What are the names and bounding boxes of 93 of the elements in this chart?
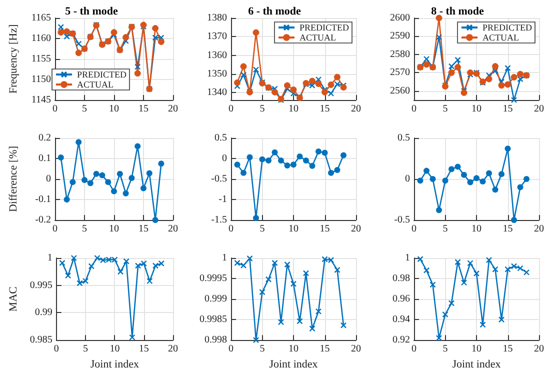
x-tick-label: 15 (502, 344, 513, 355)
x-tick-label: 15 (138, 344, 149, 355)
x-tick-label: 10 (288, 224, 298, 234)
y-tick-label: 1 (405, 252, 410, 264)
x-tick-label: 20 (351, 104, 361, 114)
y-tick-label: 0.98 (392, 273, 410, 284)
y-tick-label: 1340 (207, 87, 227, 98)
y-tick-label: 1165 (31, 12, 51, 24)
y-tick-label: 0.998 (204, 334, 227, 346)
y-tick-label: 0.9995 (200, 273, 227, 284)
chart-title: 5 - th mode (65, 6, 118, 18)
x-tick-label: 10 (472, 224, 482, 234)
y-tick-label: -1.5 (211, 214, 227, 226)
y-tick-label: 1155 (31, 54, 51, 64)
x-tick-label: 5 (83, 344, 88, 355)
legend-label: ACTUAL (300, 32, 336, 42)
x-tick-label: 20 (351, 344, 361, 355)
y-axis-title: MAC (8, 286, 20, 312)
x-tick-label: 5 (442, 224, 448, 234)
x-tick-label: 20 (168, 104, 178, 114)
y-tick-label: 1370 (207, 31, 227, 42)
x-tick-label: 10 (109, 104, 119, 114)
x-tick-label: 15 (138, 224, 148, 234)
y-tick-label: -0.2 (35, 214, 51, 226)
x-tick-label: 15 (502, 104, 513, 114)
x-axis-title: Joint index (269, 358, 318, 370)
y-tick-label: 1350 (207, 68, 227, 80)
x-axis-title: Joint index (452, 358, 502, 370)
y-tick-label: 1380 (207, 12, 227, 24)
y-tick-label: 0.99 (34, 307, 52, 318)
y-tick-label: 0.995 (30, 280, 52, 291)
x-tick-label: 15 (320, 224, 330, 234)
y-tick-label: -1 (218, 194, 227, 205)
x-tick-label: 20 (534, 104, 544, 114)
x-tick-label: 5 (260, 224, 265, 234)
y-tick-label: 0.5 (214, 132, 227, 144)
y-tick-label: -0.1 (35, 194, 51, 205)
y-tick-label: 1145 (31, 94, 51, 106)
x-tick-label: 5 (82, 224, 87, 234)
y-tick-label: 0.1 (38, 153, 51, 164)
y-tick-label: 0 (46, 174, 51, 184)
y-tick-label: 2590 (390, 30, 410, 42)
legend-label: PREDICTED (482, 22, 532, 32)
y-tick-label: 0.94 (392, 314, 410, 326)
y-tick-label: 0.9985 (200, 314, 227, 326)
y-tick-label: -0.5 (394, 214, 410, 226)
y-tick-label: 1160 (31, 33, 51, 44)
y-tick-label: 0.92 (392, 334, 410, 346)
y-tick-label: 1150 (31, 74, 51, 85)
x-tick-label: 20 (534, 224, 544, 234)
x-tick-label: 5 (82, 104, 87, 114)
y-tick-label: 1 (222, 252, 227, 264)
y-tick-label: 2570 (390, 67, 410, 78)
x-tick-label: 15 (502, 224, 513, 234)
x-tick-label: 20 (534, 344, 544, 355)
legend-label: PREDICTED (77, 70, 127, 80)
x-tick-label: 10 (472, 344, 482, 355)
x-tick-label: 10 (109, 224, 119, 234)
x-axis-title: Joint index (90, 358, 140, 370)
x-tick-label: 10 (472, 104, 482, 114)
x-tick-label: 20 (168, 344, 178, 355)
x-tick-label: 5 (260, 344, 265, 355)
y-tick-label: 0.96 (392, 294, 410, 305)
legend-label: PREDICTED (300, 22, 350, 32)
y-tick-label: 0.2 (38, 132, 51, 144)
legend-label: ACTUAL (77, 80, 114, 90)
chart-title: 8 - th mode (431, 6, 484, 18)
x-tick-label: 5 (442, 344, 448, 355)
y-tick-label: 0 (405, 174, 410, 184)
x-tick-label: 15 (320, 104, 330, 114)
x-tick-label: 10 (288, 344, 298, 355)
x-tick-label: 20 (168, 224, 178, 234)
y-tick-label: 1360 (207, 50, 227, 61)
chart-title: 6 - th mode (248, 6, 302, 18)
x-tick-label: 15 (320, 344, 330, 355)
y-tick-label: 2560 (390, 85, 410, 96)
x-tick-label: 10 (110, 344, 120, 355)
x-tick-label: 5 (442, 104, 448, 114)
x-tick-label: 20 (351, 224, 361, 234)
y-tick-label: 0.985 (30, 334, 52, 346)
y-tick-label: -0.5 (211, 174, 227, 184)
y-tick-label: 0.5 (398, 132, 410, 144)
y-axis-title: Difference [%] (8, 146, 20, 212)
y-tick-label: 1 (47, 252, 52, 264)
x-tick-label: 10 (288, 104, 298, 114)
legend-label: ACTUAL (482, 32, 519, 42)
y-tick-label: 2580 (390, 48, 410, 60)
y-tick-label: 2600 (390, 12, 410, 24)
x-tick-label: 15 (138, 104, 148, 114)
y-axis-title: Frequency [Hz] (8, 24, 20, 94)
y-tick-label: 0.999 (204, 294, 227, 305)
y-tick-label: 0 (222, 153, 227, 164)
x-tick-label: 5 (260, 104, 265, 114)
